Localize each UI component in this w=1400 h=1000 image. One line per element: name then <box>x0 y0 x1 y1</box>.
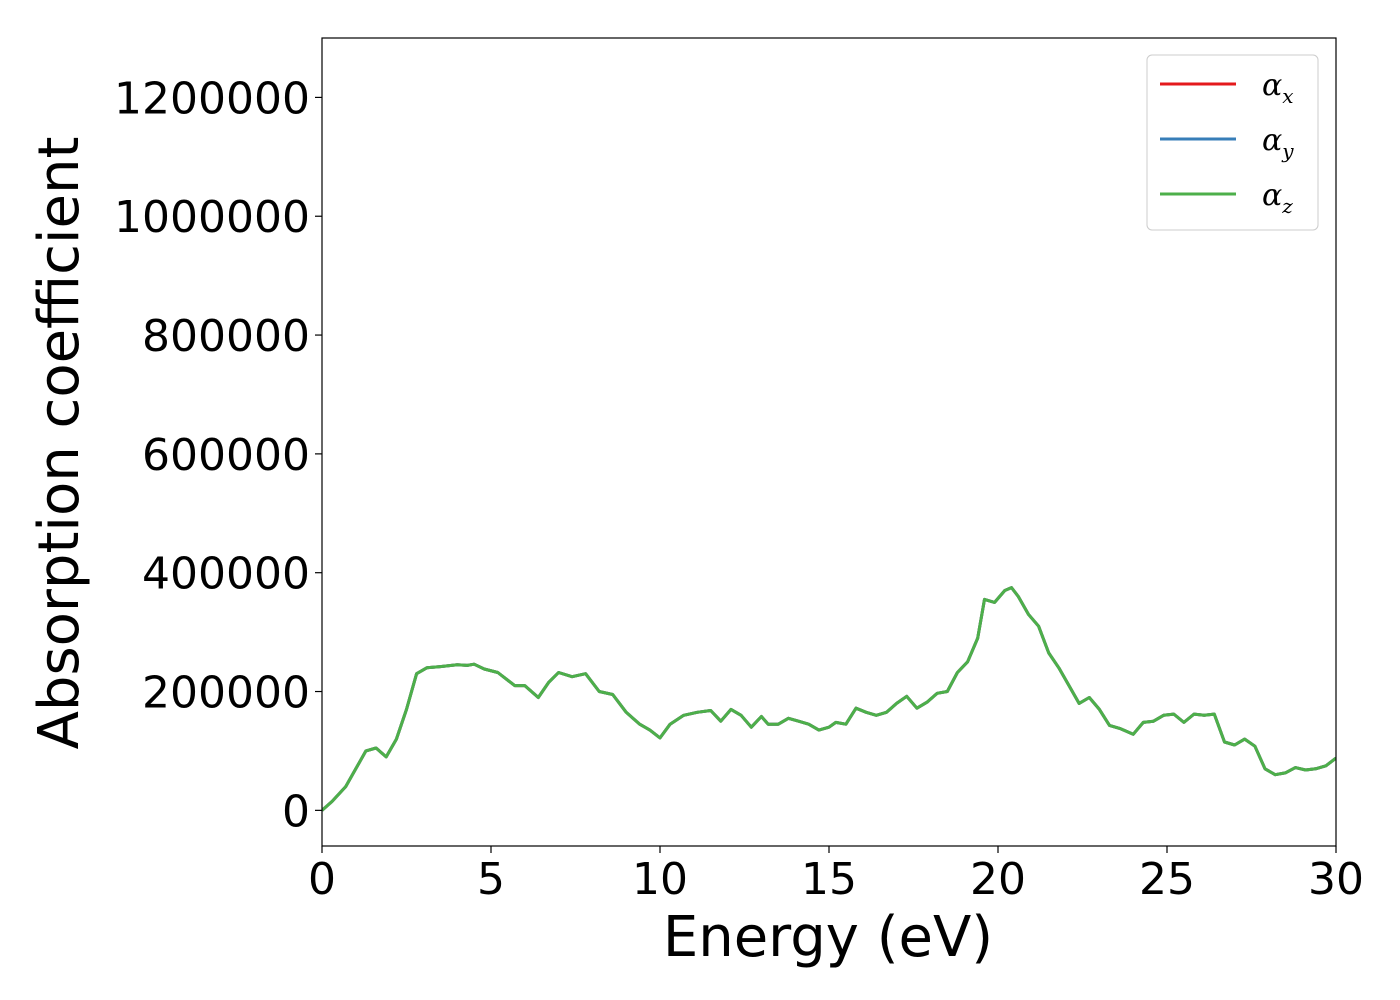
axes: 0 5 10 15 20 25 30 0 200000 400000 600000 800000 100… <box>114 37 1364 905</box>
x-tick-label: 25 <box>1139 854 1195 905</box>
plot-area <box>322 586 1336 812</box>
series-line-alpha-x <box>322 586 1336 812</box>
series-lines <box>322 586 1336 812</box>
series-line-alpha-y <box>322 586 1336 812</box>
x-tick-label: 10 <box>632 854 688 905</box>
y-axis-label: Absorption coefficient <box>27 137 92 750</box>
y-tick-label: 1000000 <box>114 192 310 243</box>
x-axis-label: Energy (eV) <box>663 905 993 970</box>
y-tick-label: 400000 <box>142 549 310 600</box>
y-tick-label: 800000 <box>142 311 310 362</box>
series-line-alpha-z <box>322 586 1336 812</box>
legend-box <box>1146 54 1319 231</box>
y-tick-label: 1200000 <box>114 73 310 124</box>
y-tick-label: 0 <box>282 786 310 837</box>
x-tick-label: 0 <box>308 854 336 905</box>
y-tick-label: 200000 <box>142 668 310 719</box>
x-tick-label: 15 <box>801 854 857 905</box>
x-tick-label: 20 <box>970 854 1026 905</box>
x-tick-label: 5 <box>477 854 505 905</box>
legend-entry-alpha-y: αy <box>1262 123 1294 163</box>
y-tick-label: 600000 <box>142 430 310 481</box>
x-tick-label: 30 <box>1308 854 1364 905</box>
